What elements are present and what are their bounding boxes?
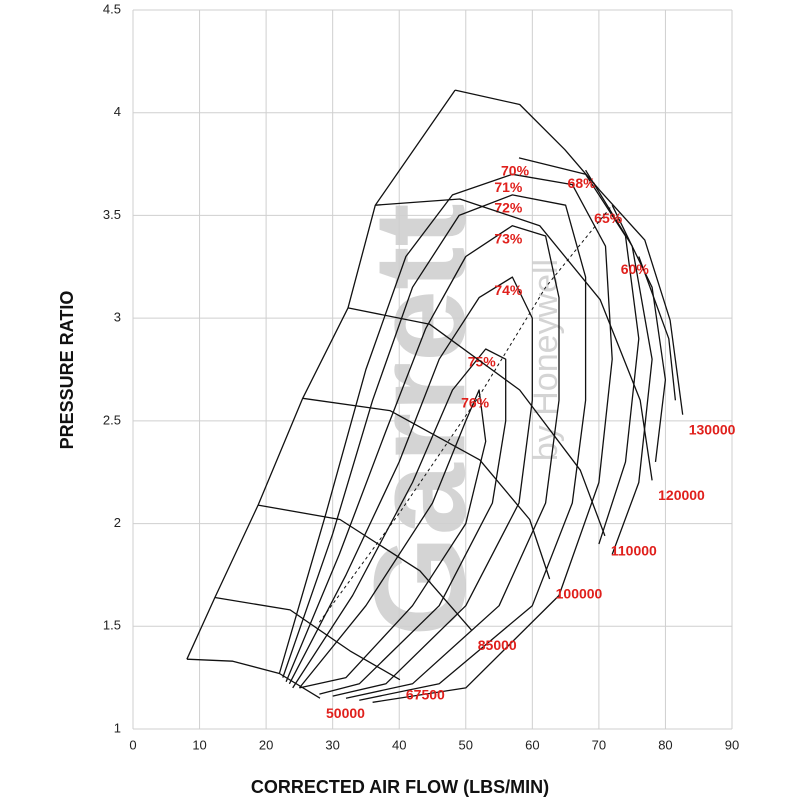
x-tick-label: 80 <box>658 737 672 752</box>
efficiency-label: 72% <box>494 200 523 216</box>
speed-line <box>347 307 606 537</box>
x-tick-label: 0 <box>129 737 136 752</box>
speed-label: 100000 <box>556 586 603 602</box>
efficiency-contour <box>518 157 640 545</box>
efficiency-label: 74% <box>494 282 523 298</box>
efficiency-label: 68% <box>568 175 597 191</box>
efficiency-label: 71% <box>494 179 523 195</box>
efficiency-contour <box>638 256 677 401</box>
peak-efficiency-line <box>318 204 613 623</box>
x-tick-label: 20 <box>259 737 273 752</box>
y-tick-label: 4 <box>114 104 121 119</box>
efficiency-contour <box>611 204 667 462</box>
surge-line <box>186 89 456 660</box>
speed-line <box>186 658 321 699</box>
y-tick-label: 1.5 <box>103 618 121 633</box>
x-tick-label: 50 <box>459 737 473 752</box>
y-tick-label: 3.5 <box>103 207 121 222</box>
y-tick-label: 3 <box>114 310 121 325</box>
efficiency-contour <box>298 389 487 689</box>
speed-line <box>214 596 401 681</box>
y-tick-label: 2.5 <box>103 412 121 427</box>
x-tick-label: 40 <box>392 737 406 752</box>
efficiency-label: 73% <box>494 230 523 246</box>
efficiency-label: 76% <box>461 395 490 411</box>
speed-label: 85000 <box>478 637 517 653</box>
efficiency-contour <box>285 225 560 699</box>
speed-line <box>375 198 653 481</box>
efficiency-contour <box>282 194 587 701</box>
x-tick-label: 10 <box>192 737 206 752</box>
y-axis-title: PRESSURE RATIO <box>57 291 77 450</box>
efficiency-contour <box>278 173 613 703</box>
speed-label: 50000 <box>326 705 365 721</box>
speed-label: 130000 <box>689 421 736 437</box>
speed-label: 67500 <box>406 686 445 702</box>
speed-label: 120000 <box>658 487 705 503</box>
efficiency-label: 70% <box>501 163 530 179</box>
speed-line <box>454 89 684 415</box>
efficiency-contour <box>585 169 653 555</box>
x-tick-label: 90 <box>725 737 739 752</box>
x-tick-label: 60 <box>525 737 539 752</box>
x-tick-label: 30 <box>325 737 339 752</box>
efficiency-label: 65% <box>594 210 623 226</box>
speed-line <box>257 504 473 631</box>
efficiency-contour <box>288 276 533 697</box>
efficiency-label: 60% <box>621 261 650 277</box>
speed-line <box>302 397 551 580</box>
speed-label: 110000 <box>611 543 657 559</box>
x-tick-label: 70 <box>592 737 606 752</box>
x-axis-title: CORRECTED AIR FLOW (LBS/MIN) <box>251 777 549 797</box>
watermark: Garrett <box>346 203 492 636</box>
efficiency-contour <box>292 348 507 695</box>
y-tick-label: 2 <box>114 515 121 530</box>
y-tick-label: 1 <box>114 720 121 735</box>
y-tick-label: 4.5 <box>103 1 121 16</box>
